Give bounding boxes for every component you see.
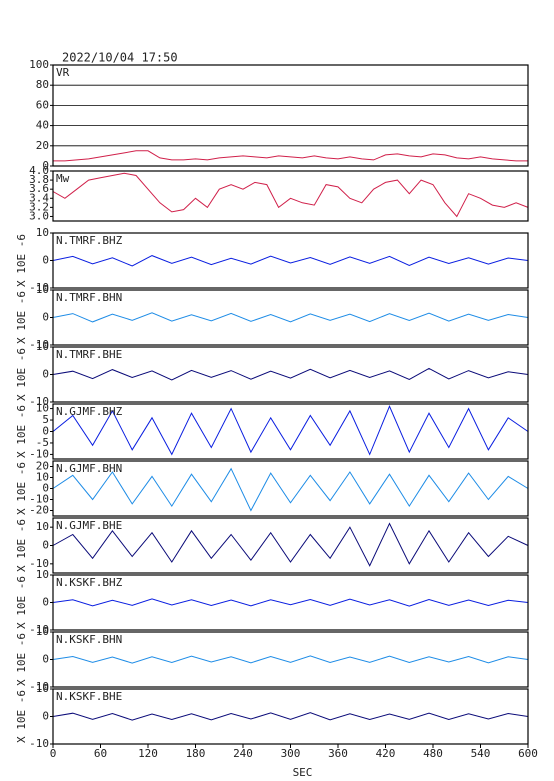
- x-tick-label: 240: [233, 747, 253, 760]
- panel-label: N.KSKF.BHE: [56, 690, 122, 703]
- y-tick-label: 100: [29, 58, 49, 71]
- y-tick-label: 10: [36, 520, 49, 533]
- y-tick-label: 4.0: [29, 164, 49, 177]
- y-tick-label: 10: [36, 568, 49, 581]
- trace: [52, 598, 529, 607]
- y-tick-label: 10: [36, 471, 49, 484]
- panel-label: N.TMRF.BHZ: [56, 234, 123, 247]
- trace: [53, 150, 528, 162]
- y-tick-label: -10: [29, 338, 49, 351]
- y-axis-label: X 10E -6: [15, 519, 28, 572]
- panel-label: N.GJMF.BHN: [56, 462, 122, 475]
- y-tick-label: 0: [42, 653, 49, 666]
- x-tick-label: 540: [471, 747, 491, 760]
- y-tick-label: -10: [29, 680, 49, 693]
- chart-title: 2022/10/04 17:50: [62, 51, 178, 65]
- y-tick-label: 3.2: [29, 200, 49, 213]
- panel-frame: [52, 517, 529, 574]
- trace: [52, 405, 529, 456]
- panel-frame: [52, 631, 529, 688]
- y-tick-label: 3.0: [29, 209, 49, 222]
- y-tick-label: -10: [29, 395, 49, 408]
- panel-frame: [52, 688, 529, 745]
- trace: [52, 255, 529, 267]
- panel-label: N.TMRF.BHE: [56, 348, 122, 361]
- x-tick-label: 300: [281, 747, 301, 760]
- panel-frame: [52, 460, 529, 517]
- y-tick-label: -5: [36, 436, 49, 449]
- panel-label: N.KSKF.BHZ: [56, 576, 123, 589]
- trace: [52, 712, 529, 721]
- y-tick-label: 0: [42, 425, 49, 438]
- x-tick-label: 600: [518, 747, 538, 760]
- panel-label: N.TMRF.BHN: [56, 291, 122, 304]
- y-axis-label: X 10E -6: [15, 633, 28, 686]
- x-tick-label: 480: [423, 747, 443, 760]
- panel-label: N.KSKF.BHN: [56, 633, 122, 646]
- y-tick-label: -10: [29, 737, 49, 750]
- panel-frame: [52, 574, 529, 631]
- y-tick-label: 0: [42, 710, 49, 723]
- panel-frame: [52, 232, 529, 289]
- y-tick-label: 60: [36, 98, 49, 111]
- y-axis-label: X 10E -6: [15, 576, 28, 629]
- y-tick-label: -20: [29, 504, 49, 517]
- y-tick-label: 0: [42, 539, 49, 552]
- y-tick-label: -10: [29, 623, 49, 636]
- x-axis-label: SEC: [293, 766, 313, 779]
- y-axis-label: X 10E -6: [15, 291, 28, 344]
- x-tick-label: 180: [186, 747, 206, 760]
- x-tick-label: 120: [138, 747, 158, 760]
- y-axis-label: X 10E -6: [15, 462, 28, 515]
- y-axis-label: X 10E -6: [15, 234, 28, 287]
- y-tick-label: 10: [36, 682, 49, 695]
- y-tick-label: -10: [29, 281, 49, 294]
- y-axis-label: X 10E -6: [15, 690, 28, 743]
- panel-frame: [52, 64, 529, 167]
- y-tick-label: 10: [36, 402, 49, 415]
- y-tick-label: 5: [42, 413, 49, 426]
- x-tick-label: 360: [328, 747, 348, 760]
- y-tick-label: 40: [36, 119, 49, 132]
- y-tick-label: 0: [42, 254, 49, 267]
- panel-frame: [52, 346, 529, 403]
- panel-label: VR: [56, 66, 70, 79]
- y-tick-label: 0: [42, 368, 49, 381]
- y-tick-label: 10: [36, 340, 49, 353]
- y-tick-label: 0: [42, 482, 49, 495]
- y-tick-label: 3.4: [29, 191, 49, 204]
- trace: [52, 467, 529, 512]
- trace: [52, 367, 529, 381]
- y-tick-label: 0: [42, 596, 49, 609]
- y-tick-label: 10: [36, 625, 49, 638]
- panel-label: N.GJMF.BHZ: [56, 405, 123, 418]
- y-tick-label: 20: [36, 460, 49, 473]
- y-tick-label: 0: [42, 159, 49, 172]
- x-tick-label: 420: [376, 747, 396, 760]
- panel-label: Mw: [56, 172, 70, 185]
- trace: [52, 522, 529, 567]
- y-tick-label: -10: [29, 557, 49, 570]
- trace: [52, 172, 529, 218]
- y-tick-label: 80: [36, 78, 49, 91]
- panel-frame: [52, 170, 529, 222]
- y-tick-label: 10: [36, 226, 49, 239]
- panel-frame: [52, 403, 529, 460]
- y-tick-label: 10: [36, 283, 49, 296]
- y-axis-label: X 10E -6: [15, 348, 28, 401]
- y-axis-label: X 10E -6: [15, 405, 28, 458]
- y-tick-label: -10: [29, 447, 49, 460]
- x-tick-label: 60: [94, 747, 107, 760]
- y-tick-label: 0: [42, 311, 49, 324]
- panel-label: N.GJMF.BHE: [56, 519, 122, 532]
- y-tick-label: 3.8: [29, 173, 49, 186]
- y-tick-label: 20: [36, 139, 49, 152]
- trace: [52, 655, 529, 664]
- y-tick-label: 3.6: [29, 182, 49, 195]
- panel-frame: [52, 289, 529, 346]
- x-tick-label: 0: [50, 747, 57, 760]
- y-tick-label: -10: [29, 493, 49, 506]
- trace: [52, 312, 529, 323]
